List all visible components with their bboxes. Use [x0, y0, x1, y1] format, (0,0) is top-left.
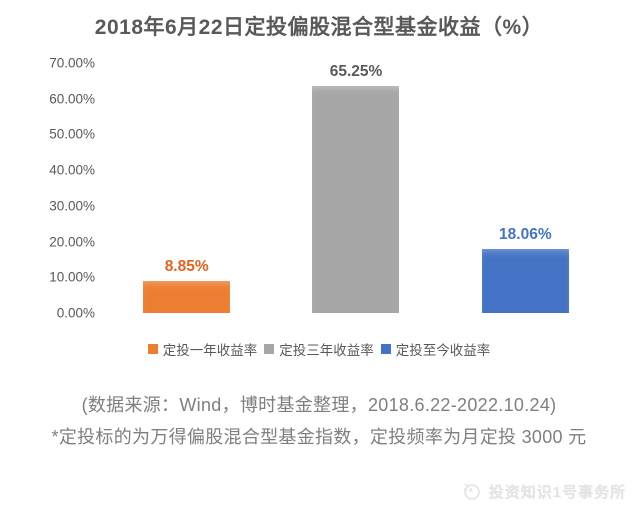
- footnote: *定投标的为万得偏股混合型基金指数，定投频率为月定投 3000 元: [51, 427, 587, 447]
- bar-value-label-three-year: 65.25%: [329, 63, 383, 80]
- brand-watermark: 投资知识1号事务所: [459, 479, 626, 503]
- legend-item-one-year: 定投一年收益率: [147, 339, 258, 359]
- bar-value-label-to-date: 18.06%: [499, 225, 552, 243]
- chart-legend: 定投一年收益率 定投三年收益率 定投至今收益率: [0, 339, 638, 359]
- plot-area: 8.85% 65.25% 18.06%: [102, 63, 610, 313]
- legend-item-three-year: 定投三年收益率: [264, 339, 374, 359]
- y-axis: 70.00% 60.00% 50.00% 40.00% 30.00% 20.00…: [0, 56, 95, 321]
- y-tick-label: 0.00%: [56, 305, 95, 321]
- bar-group-to-date: 18.06%: [441, 63, 610, 313]
- legend-label: 定投一年收益率: [162, 343, 258, 358]
- y-tick-label: 70.00%: [49, 55, 95, 71]
- bar-three-year: [312, 86, 400, 313]
- bar-group-one-year: 8.85%: [102, 63, 271, 313]
- brand-logo-icon: [459, 479, 483, 503]
- legend-swatch-icon: [380, 344, 391, 354]
- data-source-note: (数据来源：Wind，博时基金整理，2018.6.22-2022.10.24): [81, 395, 557, 415]
- legend-label: 定投至今收益率: [395, 343, 491, 358]
- legend-item-to-date: 定投至今收益率: [380, 339, 491, 359]
- y-tick-label: 10.00%: [49, 269, 95, 285]
- bar-group-three-year: 65.25%: [271, 63, 440, 313]
- bar-value-label-one-year: 8.85%: [164, 258, 209, 276]
- legend-label: 定投三年收益率: [279, 343, 374, 358]
- bar-to-date: [481, 248, 569, 313]
- bar-one-year: [143, 281, 231, 313]
- legend-swatch-icon: [147, 344, 158, 354]
- y-tick-label: 20.00%: [49, 234, 95, 250]
- chart-title: 2018年6月22日定投偏股混合型基金收益（%）: [94, 16, 544, 39]
- y-tick-label: 60.00%: [49, 91, 95, 107]
- y-tick-label: 30.00%: [49, 198, 95, 214]
- y-tick-label: 50.00%: [49, 126, 95, 142]
- legend-swatch-icon: [264, 344, 275, 354]
- brand-name: 投资知识1号事务所: [488, 483, 626, 501]
- y-tick-label: 40.00%: [49, 162, 95, 178]
